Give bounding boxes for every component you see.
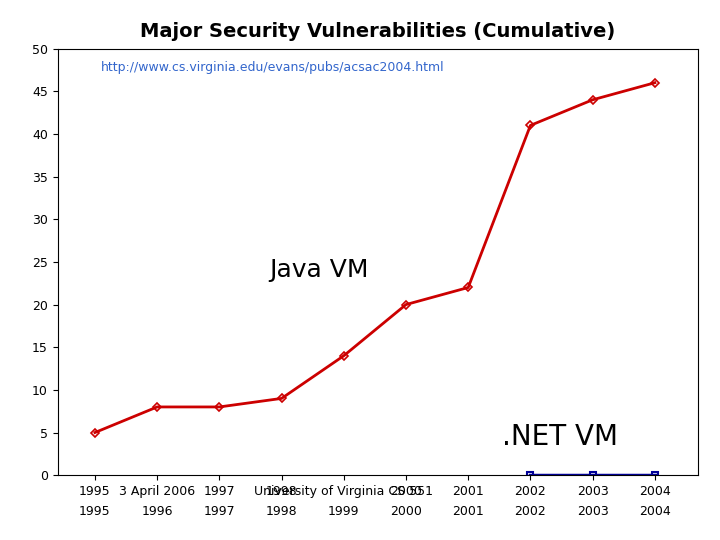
Text: Java VM: Java VM: [269, 259, 369, 282]
Text: .NET VM: .NET VM: [503, 423, 618, 451]
Text: 2004: 2004: [639, 505, 671, 518]
Text: 1999: 1999: [328, 505, 359, 518]
Text: http://www.cs.virginia.edu/evans/pubs/acsac2004.html: http://www.cs.virginia.edu/evans/pubs/ac…: [101, 62, 445, 75]
Text: 2002: 2002: [515, 505, 546, 518]
Text: 1997: 1997: [204, 505, 235, 518]
Title: Major Security Vulnerabilities (Cumulative): Major Security Vulnerabilities (Cumulati…: [140, 23, 616, 42]
Text: 1998: 1998: [266, 505, 297, 518]
Text: 2001: 2001: [452, 505, 484, 518]
Text: 1996: 1996: [141, 505, 173, 518]
Text: 2000: 2000: [390, 505, 422, 518]
Text: 1995: 1995: [79, 505, 111, 518]
Text: 2003: 2003: [577, 505, 608, 518]
